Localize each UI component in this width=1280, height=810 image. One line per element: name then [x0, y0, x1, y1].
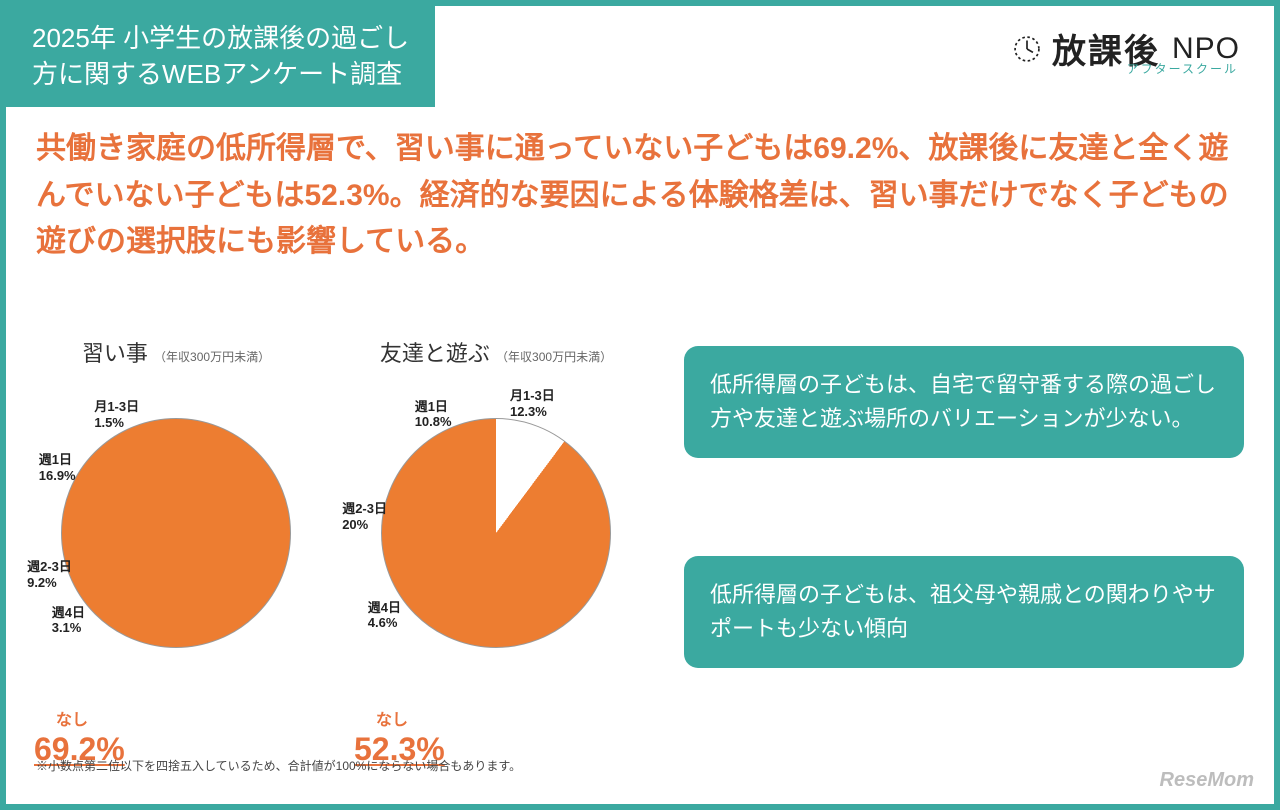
callout-1: 低所得層の子どもは、自宅で留守番する際の過ごし方や友達と遊ぶ場所のバリエーション… — [684, 346, 1244, 458]
pie-slice-label: 週4日4.6% — [368, 600, 401, 631]
pie-slice-label: 週2-3日9.2% — [27, 559, 72, 590]
logo-subtitle: アフタースクール — [1127, 60, 1238, 77]
infographic-page: 2025年 小学生の放課後の過ごし 方に関するWEBアンケート調査 放課後 NP… — [0, 0, 1280, 810]
chart2-pie-wrap: 週4日4.6%週2-3日20%週1日10.8%月1-3日12.3% — [381, 418, 611, 648]
pie-slice-label: 月1-3日1.5% — [94, 399, 139, 430]
chart-play: 友達と遊ぶ （年収300万円未満） 週4日4.6%週2-3日20%週1日10.8… — [346, 336, 646, 746]
chart1-highlight-label: なし — [56, 706, 88, 730]
chart1-title: 習い事 （年収300万円未満） — [26, 336, 326, 368]
pie-slice-label: 週1日10.8% — [415, 399, 452, 430]
footnote-text: ※小数点第二位以下を四捨五入しているため、合計値が100%にならない場合もありま… — [36, 757, 521, 774]
survey-title-line1: 2025年 小学生の放課後の過ごし — [32, 23, 409, 53]
charts-area: 習い事 （年収300万円未満） 週4日3.1%週2-3日9.2%週1日16.9%… — [26, 336, 646, 746]
survey-title-band: 2025年 小学生の放課後の過ごし 方に関するWEBアンケート調査 — [6, 6, 435, 107]
chart1-pie-wrap: 週4日3.1%週2-3日9.2%週1日16.9%月1-3日1.5% — [61, 418, 291, 648]
survey-title-line2: 方に関するWEBアンケート調査 — [32, 59, 402, 89]
chart2-highlight-label: なし — [376, 706, 408, 730]
clock-icon — [1010, 32, 1044, 66]
pie-slice-label: 週4日3.1% — [52, 605, 85, 636]
pie-slice-label: 週1日16.9% — [39, 452, 76, 483]
headline-text: 共働き家庭の低所得層で、習い事に通っていない子どもは69.2%、放課後に友達と全… — [36, 126, 1244, 266]
chart1-pie — [61, 418, 291, 648]
callout-2: 低所得層の子どもは、祖父母や親戚との関わりやサポートも少ない傾向 — [684, 556, 1244, 668]
pie-slice-label: 週2-3日20% — [342, 501, 387, 532]
chart2-title: 友達と遊ぶ （年収300万円未満） — [346, 336, 646, 368]
pie-slice-label: 月1-3日12.3% — [510, 388, 555, 419]
chart2-pie — [381, 418, 611, 648]
watermark: ReseMom — [1160, 769, 1254, 792]
chart-lessons: 習い事 （年収300万円未満） 週4日3.1%週2-3日9.2%週1日16.9%… — [26, 336, 326, 746]
